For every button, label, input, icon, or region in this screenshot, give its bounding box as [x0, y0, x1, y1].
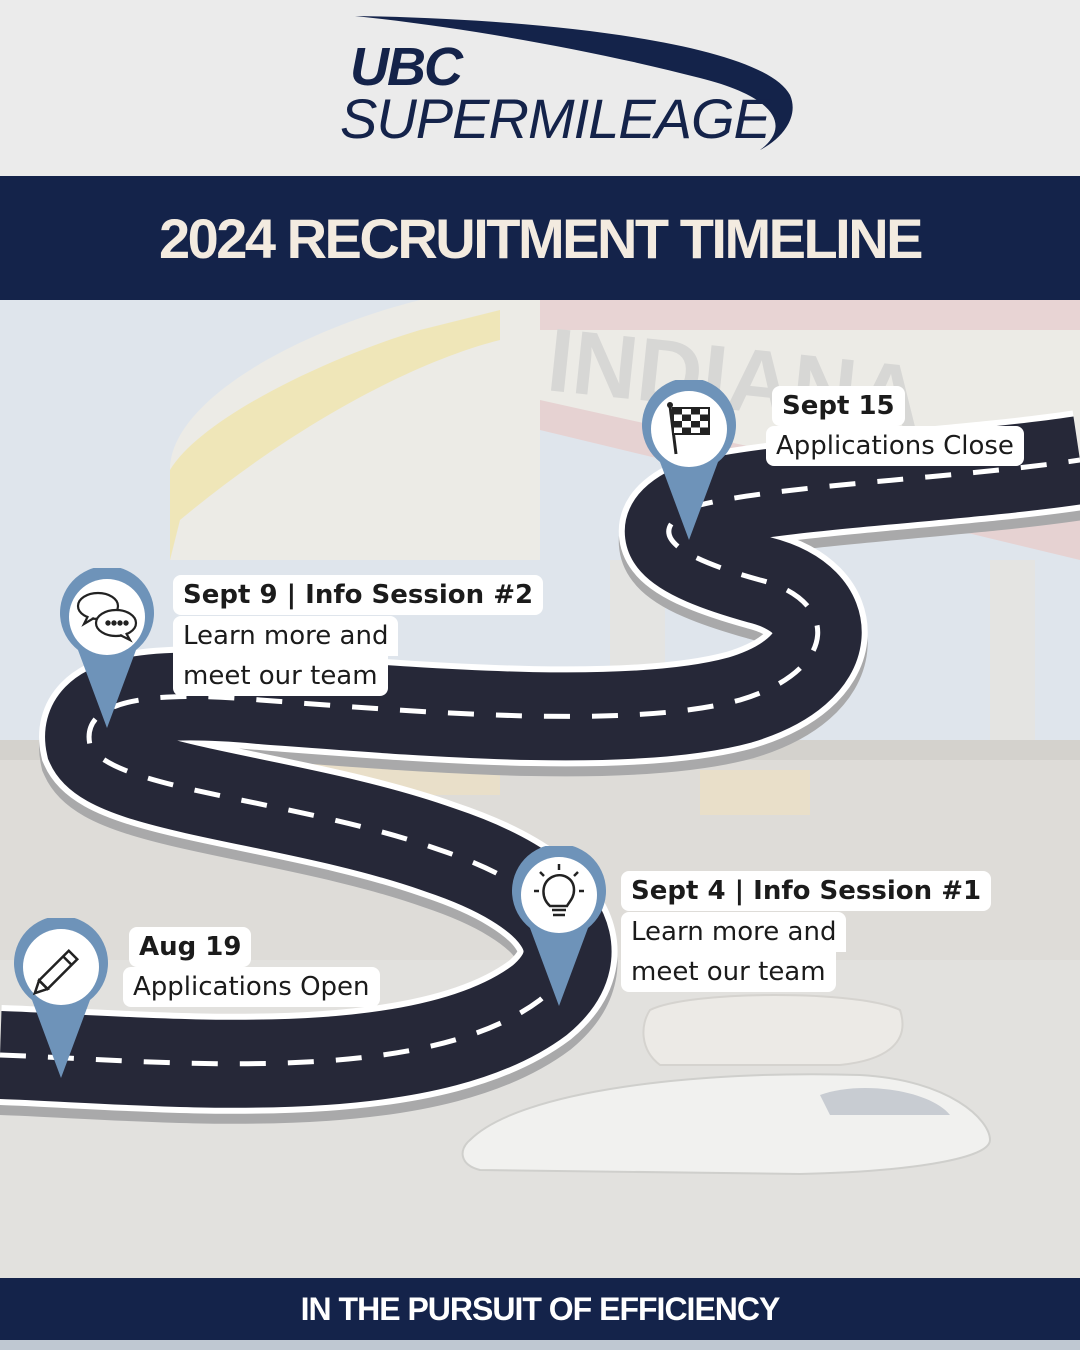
logo-supermileage-text: SUPERMILEAGE — [340, 87, 771, 150]
milestone-description: Learn more and — [621, 912, 847, 952]
footer-strip — [0, 1340, 1080, 1350]
tagline: IN THE PURSUIT OF EFFICIENCY — [300, 1290, 781, 1327]
road — [0, 410, 1080, 1124]
logo-ubc-text: UBC — [350, 37, 463, 97]
page-title: 2024 RECRUITMENT TIMELINE — [158, 206, 924, 270]
milestone-date: Aug 19 — [129, 927, 252, 967]
race-car-canopy — [820, 1087, 950, 1115]
canopy-stripe-red — [540, 300, 1080, 330]
pencil-icon — [32, 948, 80, 996]
header: UBC SUPERMILEAGE — [0, 0, 1080, 176]
timeline-scene: INDIANA — [0, 300, 1080, 1278]
milestone-description: meet our team — [173, 656, 388, 696]
milestone-description: Learn more and — [173, 616, 399, 656]
map-pin — [642, 380, 736, 540]
lightbulb-icon — [534, 864, 584, 917]
pump-sign — [700, 770, 810, 815]
race-car-back — [642, 994, 904, 1066]
milestone-description: Applications Open — [123, 967, 380, 1007]
milestone-date: Sept 15 — [772, 386, 905, 426]
map-pin — [512, 846, 606, 1006]
map-pin — [14, 918, 108, 1078]
chat-bubbles-icon — [76, 591, 138, 643]
milestone-description: meet our team — [621, 952, 836, 992]
checkered-flag-icon — [667, 402, 710, 455]
map-pin — [60, 568, 154, 728]
milestone-description: Applications Close — [766, 426, 1024, 466]
logo-swoosh — [355, 16, 793, 150]
title-band: 2024 RECRUITMENT TIMELINE — [0, 176, 1080, 300]
road-centerline — [0, 457, 1080, 1067]
milestone-date: Sept 9 | Info Session #2 — [173, 575, 544, 615]
canopy-stripe-yellow — [170, 310, 500, 560]
footer-band: IN THE PURSUIT OF EFFICIENCY — [0, 1278, 1080, 1340]
milestone-date: Sept 4 | Info Session #1 — [621, 871, 992, 911]
